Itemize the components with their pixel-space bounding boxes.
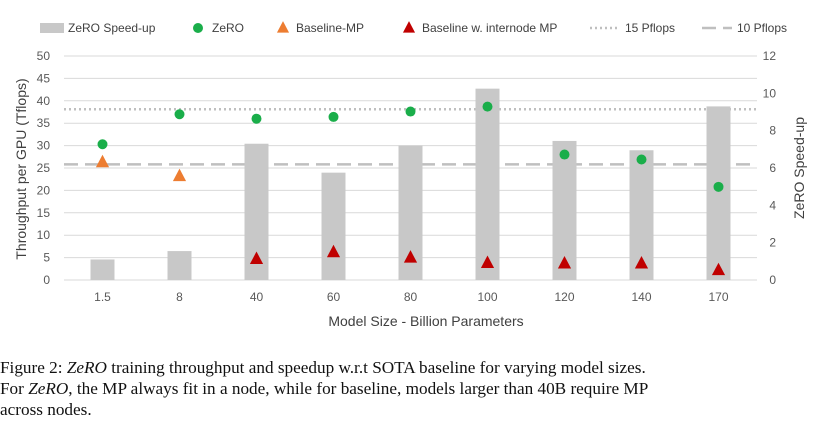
- x-tick-label: 140: [631, 290, 651, 304]
- y-tick-label: 45: [37, 71, 51, 85]
- y-tick-label: 25: [37, 161, 51, 175]
- x-tick-label: 40: [250, 290, 264, 304]
- y-tick-label: 30: [37, 139, 51, 153]
- caption-fragment: across nodes.: [0, 400, 92, 419]
- baseline-point: [326, 244, 341, 258]
- y2-tick-label: 8: [769, 124, 776, 138]
- speedup-bar: [475, 88, 500, 281]
- bar-series: [90, 88, 731, 281]
- speedup-bar: [90, 259, 115, 280]
- y-tick-label: 5: [43, 251, 50, 265]
- right-axis-ticks: 0 2 4 6 8 10 12: [763, 49, 777, 287]
- baseline-point: [557, 255, 572, 269]
- legend-label: 15 Pflops: [625, 21, 675, 35]
- legend-swatch: [40, 23, 64, 33]
- x-tick-label: 1.5: [94, 290, 111, 304]
- legend: ZeRO Speed-up ZeRO Baseline-MP Baseline w. …: [40, 21, 787, 35]
- chart: 0 5 10 15 20 25 30 35 40 45 50 0 2 4 6 8 10 12 1.5 8 40 60 8…: [13, 21, 807, 329]
- baseline-point: [403, 250, 418, 263]
- point-series: [95, 101, 726, 276]
- caption-line: across nodes.: [0, 399, 826, 420]
- y-tick-label: 50: [37, 49, 51, 63]
- y-tick-label: 40: [37, 94, 51, 108]
- caption-fragment: training throughput and speedup w.r.t SO…: [106, 358, 646, 377]
- caption-fragment: For: [0, 379, 29, 398]
- y2-tick-label: 0: [769, 273, 776, 287]
- legend-swatch: [402, 21, 416, 33]
- y-tick-label: 15: [37, 206, 51, 220]
- baseline-point: [480, 255, 495, 269]
- legend-label: Baseline-MP: [296, 21, 364, 35]
- caption-fragment: ZeRO: [66, 358, 107, 377]
- baseline-point: [711, 262, 726, 276]
- baseline-point: [95, 154, 110, 168]
- left-axis-ticks: 0 5 10 15 20 25 30 35 40 45 50: [37, 49, 51, 287]
- y2-tick-label: 6: [769, 161, 776, 175]
- zero-point: [251, 113, 262, 124]
- y-tick-label: 0: [43, 273, 50, 287]
- legend-label: ZeRO: [212, 21, 244, 35]
- caption-fragment: , the MP always fit in a node, while for…: [68, 379, 649, 398]
- y-tick-label: 35: [37, 116, 51, 130]
- speedup-bar: [167, 251, 192, 280]
- y2-tick-label: 4: [769, 198, 776, 212]
- zero-point: [482, 101, 493, 112]
- zero-point: [97, 139, 108, 150]
- x-tick-label: 8: [176, 290, 183, 304]
- caption-label: Figure 2:: [0, 358, 63, 377]
- x-axis-title: Model Size - Billion Parameters: [328, 313, 523, 329]
- x-tick-label: 100: [477, 290, 497, 304]
- y2-tick-label: 12: [763, 49, 777, 63]
- speedup-bar: [321, 172, 346, 280]
- zero-point: [174, 109, 185, 120]
- zero-point: [559, 149, 570, 160]
- y-axis-title: Throughput per GPU (Tflops): [13, 78, 29, 259]
- y-tick-label: 20: [37, 183, 51, 197]
- speedup-bar: [706, 106, 731, 281]
- legend-label: ZeRO Speed-up: [68, 21, 156, 35]
- y2-tick-label: 10: [763, 86, 777, 100]
- x-tick-label: 60: [327, 290, 341, 304]
- caption-fragment: ZeRO: [28, 379, 69, 398]
- caption-text: ZeRO training throughput and speedup w.r…: [63, 358, 646, 377]
- y2-axis-title: ZeRO Speed-up: [791, 117, 807, 219]
- x-tick-label: 80: [404, 290, 418, 304]
- x-axis-ticks: 1.5 8 40 60 80 100 120 140 170: [94, 290, 729, 304]
- baseline-point: [172, 168, 187, 182]
- x-tick-label: 170: [708, 290, 728, 304]
- zero-point: [328, 111, 339, 122]
- legend-swatch: [276, 21, 290, 33]
- baseline-point: [249, 251, 264, 264]
- baseline-point: [634, 255, 649, 269]
- zero-point: [636, 154, 647, 165]
- x-tick-label: 120: [554, 290, 574, 304]
- zero-point: [405, 106, 416, 117]
- legend-label: 10 Pflops: [737, 21, 787, 35]
- y2-tick-label: 2: [769, 236, 776, 250]
- y-tick-label: 10: [37, 228, 51, 242]
- zero-point: [713, 181, 724, 192]
- caption-line: Figure 2: ZeRO training throughput and s…: [0, 357, 826, 378]
- caption-line: For ZeRO, the MP always fit in a node, w…: [0, 378, 826, 399]
- legend-label: Baseline w. internode MP: [422, 21, 557, 35]
- figure-caption: Figure 2: ZeRO training throughput and s…: [0, 357, 826, 420]
- legend-swatch: [193, 23, 203, 33]
